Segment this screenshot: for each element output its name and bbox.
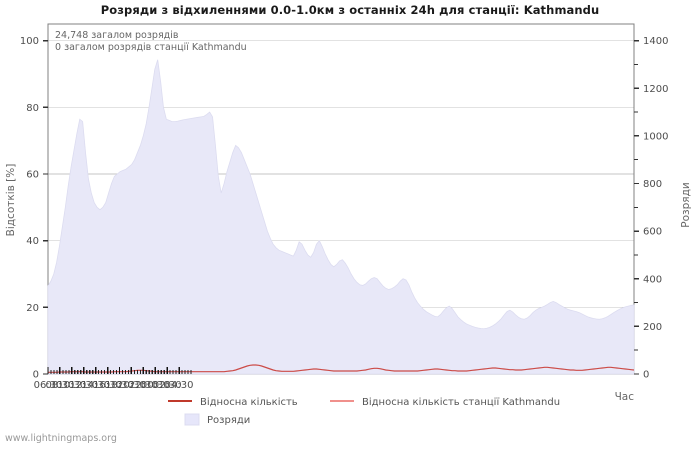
annotation-station-strokes: 0 загалом розрядів станції Kathmandu	[55, 42, 247, 53]
y2-tick-label: 1200	[643, 84, 668, 95]
y2-tick-label: 0	[643, 370, 649, 381]
x-tick-label: 04:30	[165, 380, 194, 391]
x-tick-label: 16:30	[93, 380, 122, 391]
strokes-area-series	[47, 59, 635, 375]
y2-tick-label: 200	[643, 322, 662, 333]
x-axis-title: Час	[615, 391, 635, 403]
axis-tick-labels: 020406080100020040060080010001200140006:…	[20, 36, 669, 391]
legend-label-relative-count: Відносна кількість	[200, 396, 298, 408]
x-tick-label: 12:30	[69, 380, 98, 391]
x-tick-label: 00:30	[141, 380, 170, 391]
x-tick-label: 14:30	[81, 380, 110, 391]
page-title: Розряди з відхиленнями 0.0-1.0км з остан…	[100, 3, 600, 17]
y2-tick-label: 800	[643, 179, 662, 190]
legend-swatch-strokes	[184, 413, 200, 426]
x-tick-label: 02:30	[153, 380, 182, 391]
x-tick-label: 22:30	[129, 380, 158, 391]
axis-ticks	[43, 39, 639, 375]
x-tick-label: 08:30	[46, 380, 75, 391]
y2-tick-label: 1000	[643, 131, 668, 142]
y-tick-label: 60	[26, 170, 39, 181]
right-axis-title: Розряди	[680, 182, 692, 227]
y-tick-label: 40	[26, 236, 39, 247]
y-tick-label: 100	[20, 36, 39, 47]
annotation-total-strokes: 24,748 загалом розрядів	[55, 30, 179, 41]
x-tick-label: 10:30	[57, 380, 86, 391]
footer-watermark: www.lightningmaps.org	[5, 433, 117, 444]
legend-label-station-relative-count: Відносна кількість станції Kathmandu	[362, 396, 560, 408]
legend: Відносна кількість Відносна кількість ст…	[168, 396, 560, 426]
x-tick-label: 06:30	[34, 380, 63, 391]
y2-tick-label: 1400	[643, 36, 668, 47]
left-axis-title: Відсотків [%]	[5, 164, 17, 237]
relative-count-path	[48, 364, 635, 373]
y-tick-label: 0	[33, 370, 39, 381]
y2-tick-label: 600	[643, 227, 662, 238]
y-tick-label: 20	[26, 303, 39, 314]
y2-tick-label: 400	[643, 274, 662, 285]
x-tick-label: 18:30	[105, 380, 134, 391]
legend-label-strokes: Розряди	[207, 415, 250, 426]
x-tick-label: 20:30	[117, 380, 146, 391]
relative-count-line-series	[48, 364, 635, 373]
strokes-area-path	[47, 59, 635, 375]
y-tick-label: 80	[26, 103, 39, 114]
